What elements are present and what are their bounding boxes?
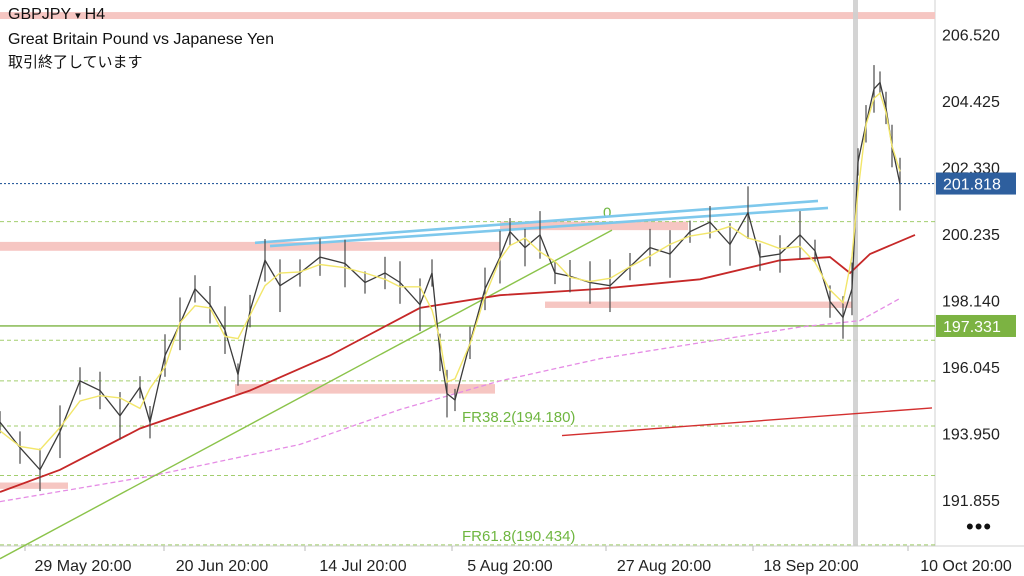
price-tick-label: 198.140 <box>942 293 1000 310</box>
price-tick-label: 191.855 <box>942 493 1000 510</box>
fib-level-label: 0 <box>603 205 611 222</box>
trend-line <box>254 199 819 245</box>
support-price-badge <box>936 314 1016 337</box>
more-options-icon[interactable]: ••• <box>966 514 993 539</box>
time-tick-label: 10 Oct 20:00 <box>920 558 1012 575</box>
symbol-dropdown-caret-icon[interactable]: ▾ <box>75 10 81 22</box>
current-price-badge-label: 201.818 <box>943 177 1001 194</box>
price-tick-label: 206.520 <box>942 27 1000 44</box>
price-zone <box>0 482 68 489</box>
time-tick-label: 27 Aug 20:00 <box>617 558 711 575</box>
price-zone <box>500 221 688 231</box>
time-tick-label: 20 Jun 20:00 <box>176 558 269 575</box>
support-price-badge-label: 197.331 <box>943 319 1001 336</box>
trend-line <box>561 407 933 437</box>
current-price-badge <box>936 172 1016 195</box>
timeframe-label[interactable]: H4 <box>84 6 106 23</box>
price-zone <box>235 384 495 394</box>
price-tick-label: 193.950 <box>942 426 1000 443</box>
trend-line <box>269 206 829 248</box>
ma-fast-line <box>0 91 901 451</box>
symbol-name: GBPJPY <box>8 6 72 23</box>
symbol-header[interactable]: GBPJPY ▾ H4 <box>8 6 105 24</box>
price-line <box>0 81 901 471</box>
fib-level-label: FR38.2(194.180) <box>462 409 575 426</box>
ma-slow-line <box>0 234 916 493</box>
time-tick-label: 14 Jul 20:00 <box>319 558 406 575</box>
price-zone <box>545 301 852 308</box>
trend-line <box>0 229 613 560</box>
time-cursor-bar <box>853 0 858 546</box>
symbol-description: Great Britain Pound vs Japanese Yen <box>8 31 274 48</box>
price-zone <box>0 241 500 251</box>
price-zone <box>0 12 935 20</box>
price-tick-label: 200.235 <box>942 227 1000 244</box>
price-tick-label: 196.045 <box>942 360 1000 377</box>
time-tick-label: 18 Sep 20:00 <box>763 558 858 575</box>
ma-dashed-line <box>0 297 901 503</box>
market-status: 取引終了しています <box>8 54 143 71</box>
fib-level-label: FR61.8(190.434) <box>462 528 575 545</box>
time-tick-label: 5 Aug 20:00 <box>467 558 553 575</box>
time-tick-label: 29 May 20:00 <box>35 558 132 575</box>
price-tick-label: 204.425 <box>942 94 1000 111</box>
